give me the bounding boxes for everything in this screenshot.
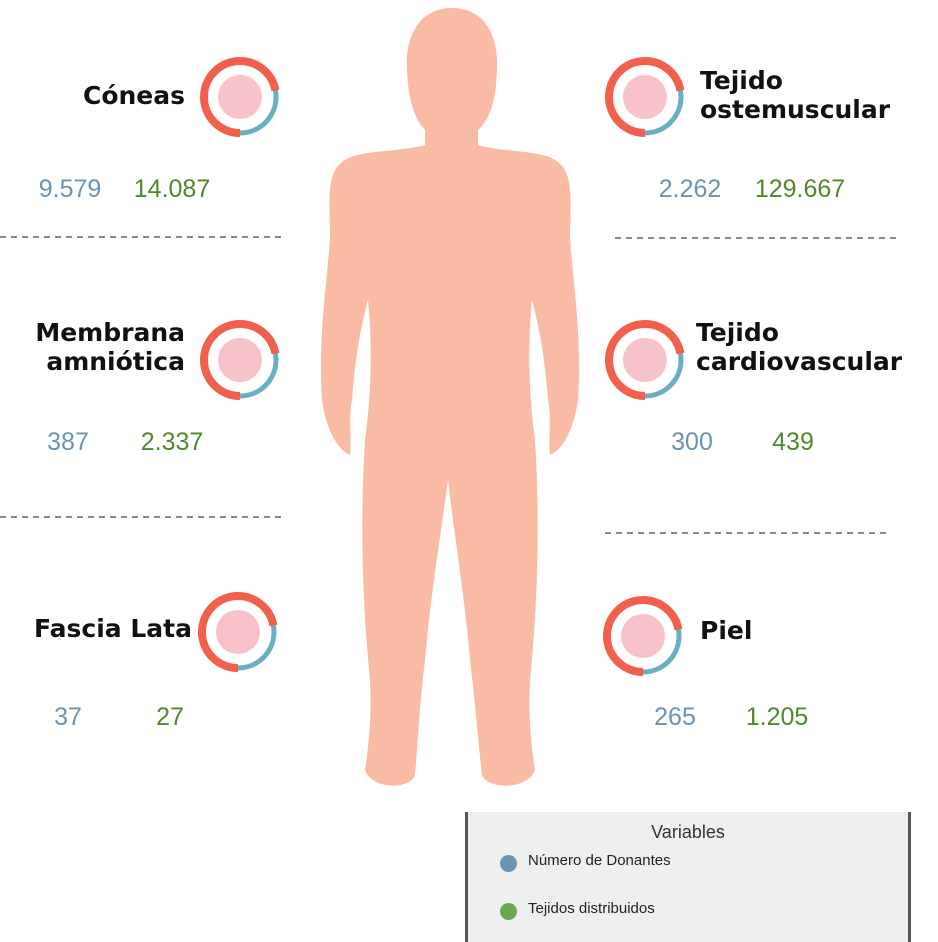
- tissue-name: Piel: [700, 616, 752, 645]
- legend-dot: [500, 855, 517, 872]
- donors-value: 300: [671, 428, 713, 457]
- legend-title: Variables: [468, 822, 908, 843]
- distributed-value: 27: [156, 703, 184, 732]
- tissue-name-line: Fascia Lata: [34, 614, 192, 643]
- tissue-name-line: Membrana: [35, 318, 185, 347]
- icon: [623, 75, 667, 119]
- tissue-name-line: ostemuscular: [700, 95, 890, 124]
- tissue-name-line: Piel: [700, 616, 752, 645]
- distributed-value: 439: [772, 428, 814, 457]
- tissue-name-line: cardiovascular: [696, 347, 902, 376]
- donors-value: 265: [654, 703, 696, 732]
- tissue-name: Cóneas: [83, 81, 185, 110]
- distributed-value: 1.205: [746, 703, 809, 732]
- distributed-value: 129.667: [755, 175, 845, 204]
- distributed-value: 14.087: [134, 175, 210, 204]
- donors-value: 2.262: [659, 175, 722, 204]
- donors-value: 37: [54, 703, 82, 732]
- legend-label: Número de Donantes: [528, 852, 671, 869]
- tissue-name-line: amniótica: [35, 347, 185, 376]
- tissue-name-line: Tejido: [696, 318, 902, 347]
- legend-label: Tejidos distribuidos: [528, 900, 655, 917]
- body-silhouette: [321, 8, 579, 786]
- icon: [621, 614, 665, 658]
- tissue-name-line: Cóneas: [83, 81, 185, 110]
- icon: [216, 610, 260, 654]
- legend: Variables Número de Donantes Tejidos dist…: [465, 812, 911, 942]
- illustration: [0, 0, 938, 938]
- distributed-value: 2.337: [141, 428, 204, 457]
- page: Variables Número de Donantes Tejidos dist…: [0, 0, 938, 938]
- tissue-name-line: Tejido: [700, 66, 890, 95]
- icon: [218, 75, 262, 119]
- legend-dot: [500, 903, 517, 920]
- icon: [623, 338, 667, 382]
- donors-value: 387: [47, 428, 89, 457]
- icon: [218, 338, 262, 382]
- tissue-name: Fascia Lata: [34, 614, 192, 643]
- donors-value: 9.579: [39, 175, 102, 204]
